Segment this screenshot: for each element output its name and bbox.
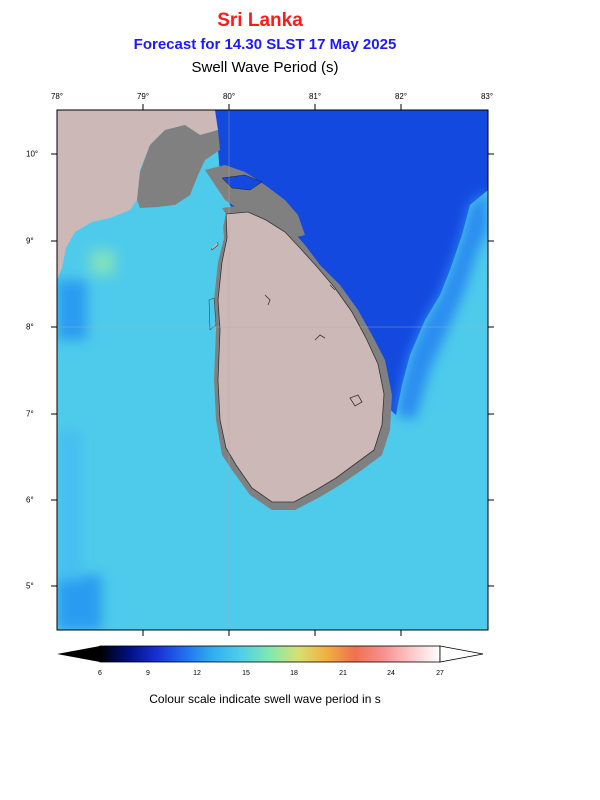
jaffna-lagoon — [221, 174, 263, 191]
inland-lake-2 — [314, 334, 326, 341]
map-layers — [57, 110, 488, 630]
lat-label-9: 9° — [26, 236, 34, 246]
sea-west-variations — [57, 250, 115, 630]
india-coastal-land — [137, 125, 220, 208]
frame-ticks — [51, 104, 494, 636]
lon-label-82: 82° — [394, 92, 408, 101]
colorbar-tick-12: 12 — [193, 670, 201, 677]
colorbar-caption: Colour scale indicate swell wave period … — [149, 692, 381, 706]
map-title-country: Sri Lanka — [217, 10, 303, 31]
lat-label-5: 5° — [26, 581, 34, 591]
colorbar-tick-21: 21 — [339, 670, 347, 677]
forecast-time: Forecast for 14.30 SLST 17 May 2025 — [133, 36, 397, 53]
palk-bay — [130, 200, 226, 310]
map-frame — [56, 109, 489, 631]
lon-label-80: 80° — [222, 92, 236, 101]
lon-label-83: 83° — [480, 92, 494, 101]
inland-lake-1 — [264, 294, 271, 306]
colorbar-tick-27: 27 — [436, 670, 444, 677]
lat-label-6: 6° — [26, 495, 34, 505]
colorbar-tick-18: 18 — [290, 670, 298, 677]
lon-label-78: 78° — [50, 92, 64, 101]
lat-label-10: 10° — [26, 149, 39, 159]
colorbar-over-triangle — [439, 645, 484, 663]
sri-lanka-island — [217, 211, 385, 503]
sea-northeast-transition — [396, 190, 488, 420]
colorbar-body — [99, 645, 441, 663]
colorbar-tick-15: 15 — [242, 670, 250, 677]
lon-label-81: 81° — [308, 92, 322, 101]
colorbar-tick-6: 6 — [98, 670, 102, 677]
india-mainland — [57, 110, 218, 280]
lat-label-7: 7° — [26, 409, 34, 419]
inland-lake-3 — [349, 394, 363, 407]
grid-lines — [57, 110, 488, 630]
lat-label-8: 8° — [26, 322, 34, 332]
inland-lake-4 — [329, 284, 336, 291]
colorbar-tick-24: 24 — [387, 670, 395, 677]
lon-label-79: 79° — [136, 92, 150, 101]
puttalam-lagoon — [208, 297, 217, 331]
colorbar — [57, 645, 484, 663]
sea-northeast — [215, 110, 488, 415]
colorbar-under-triangle — [57, 646, 100, 662]
colorbar-tick-9: 9 — [146, 670, 150, 677]
parameter-title: Swell Wave Period (s) — [191, 59, 339, 76]
